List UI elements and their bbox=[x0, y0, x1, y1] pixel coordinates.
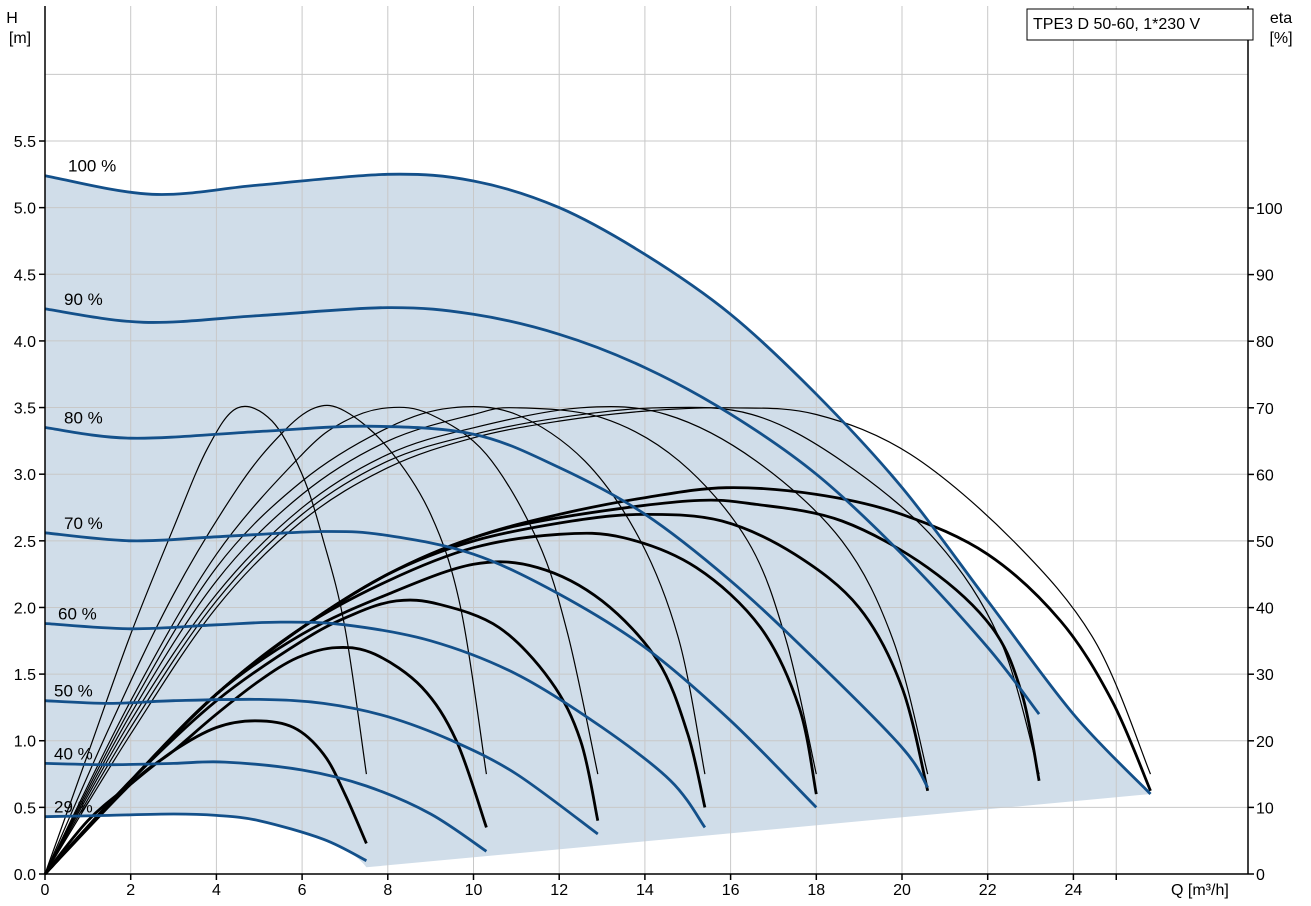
y-right-tick-label: 20 bbox=[1256, 734, 1274, 751]
x-tick-label: 8 bbox=[383, 882, 392, 899]
x-tick-label: 10 bbox=[465, 882, 483, 899]
y-left-axis-label-line1: H bbox=[6, 10, 18, 27]
y-left-tick-label: 2.0 bbox=[14, 600, 36, 617]
x-tick-label: 6 bbox=[298, 882, 307, 899]
y-left-tick-label: 0.0 bbox=[14, 867, 36, 884]
y-left-tick-label: 1.0 bbox=[14, 734, 36, 751]
x-tick-label: 4 bbox=[212, 882, 221, 899]
x-tick-label: 18 bbox=[807, 882, 825, 899]
head-curve-label: 29 % bbox=[54, 798, 93, 817]
y-left-axis-label-line2: [m] bbox=[9, 30, 31, 47]
y-right-tick-label: 100 bbox=[1256, 201, 1283, 218]
y-right-tick-label: 80 bbox=[1256, 334, 1274, 351]
legend-text: TPE3 D 50-60, 1*230 V bbox=[1033, 16, 1201, 33]
y-left-tick-label: 4.5 bbox=[14, 267, 36, 284]
y-left-tick-label: 5.5 bbox=[14, 134, 36, 151]
head-curve-label: 50 % bbox=[54, 682, 93, 701]
y-left-tick-label: 5.0 bbox=[14, 201, 36, 218]
y-right-tick-label: 0 bbox=[1256, 867, 1265, 884]
head-curve-label: 40 % bbox=[54, 744, 93, 763]
y-left-tick-label: 1.5 bbox=[14, 667, 36, 684]
operating-area-layer bbox=[45, 174, 1151, 874]
y-right-tick-label: 50 bbox=[1256, 534, 1274, 551]
y-left-tick-label: 3.5 bbox=[14, 401, 36, 418]
x-tick-label: 20 bbox=[893, 882, 911, 899]
x-tick-label: 2 bbox=[126, 882, 135, 899]
y-right-tick-label: 10 bbox=[1256, 800, 1274, 817]
y-right-tick-label: 30 bbox=[1256, 667, 1274, 684]
y-left-tick-label: 0.5 bbox=[14, 800, 36, 817]
head-curve-label: 70 % bbox=[64, 514, 103, 533]
head-curve-label: 80 % bbox=[64, 409, 103, 428]
y-right-tick-label: 40 bbox=[1256, 601, 1274, 618]
x-axis-label: Q [m³/h] bbox=[1171, 882, 1229, 899]
x-tick-label: 16 bbox=[722, 882, 740, 899]
operating-area bbox=[45, 174, 1151, 874]
y-right-axis-label-line1: eta bbox=[1270, 10, 1292, 27]
y-left-tick-label: 2.5 bbox=[14, 534, 36, 551]
y-right-axis-label-line2: [%] bbox=[1269, 30, 1292, 47]
y-right-tick-label: 70 bbox=[1256, 401, 1274, 418]
y-right-tick-label: 60 bbox=[1256, 467, 1274, 484]
x-tick-label: 24 bbox=[1065, 882, 1083, 899]
x-tick-label: 22 bbox=[979, 882, 997, 899]
head-curve-label: 100 % bbox=[68, 157, 116, 176]
y-left-tick-label: 4.0 bbox=[14, 334, 36, 351]
y-right-tick-label: 90 bbox=[1256, 268, 1274, 285]
x-tick-label: 14 bbox=[636, 882, 654, 899]
x-tick-label: 12 bbox=[550, 882, 568, 899]
head-curve-label: 90 % bbox=[64, 290, 103, 309]
y-left-tick-label: 3.0 bbox=[14, 467, 36, 484]
x-tick-label: 0 bbox=[41, 882, 50, 899]
head-curve-label: 60 % bbox=[58, 604, 97, 623]
